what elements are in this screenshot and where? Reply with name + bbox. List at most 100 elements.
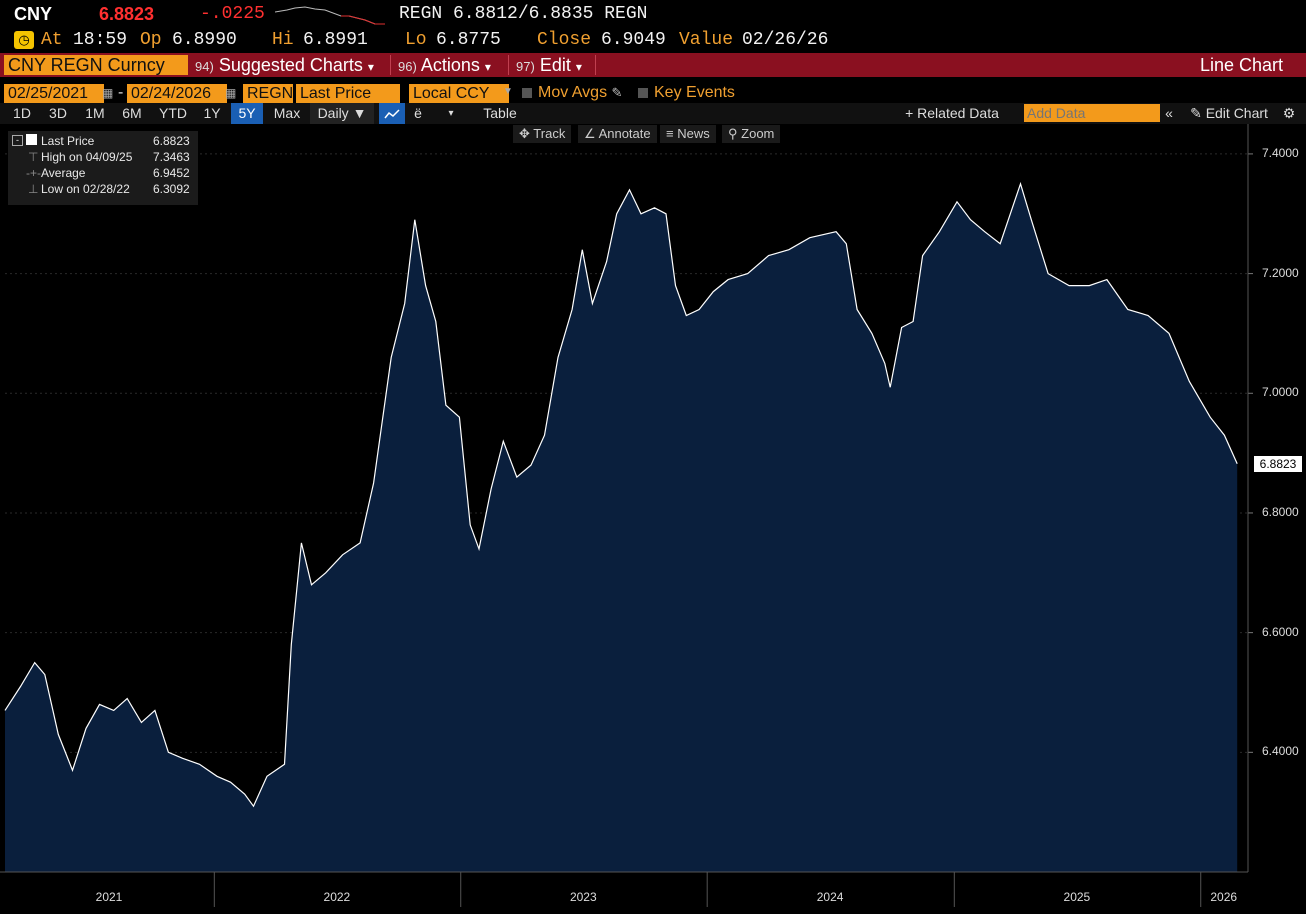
actions-menu[interactable]: 96) Actions ▾	[398, 53, 491, 77]
zoom-tool[interactable]: ⚲ Zoom	[722, 125, 781, 143]
price-area	[5, 183, 1238, 873]
calendar-icon[interactable]: ▦	[225, 86, 237, 100]
related-data-button[interactable]: + Related Data	[905, 105, 999, 121]
checkbox-icon	[638, 87, 648, 98]
x-tick-label: 2024	[816, 890, 844, 904]
x-tick-label: 2025	[1063, 890, 1091, 904]
range-1y-button[interactable]: 1Y	[203, 105, 221, 121]
y-tick-label: 6.4000	[1262, 744, 1299, 759]
suggested-charts-label: Suggested Charts	[218, 55, 363, 75]
pencil-icon: ✎	[1190, 105, 1202, 121]
range-max-button[interactable]: Max	[273, 105, 301, 121]
suggested-charts-menu[interactable]: 94) Suggested Charts ▾	[195, 53, 374, 77]
price-field-select[interactable]: Last Price	[296, 84, 400, 104]
track-tool[interactable]: ✥ Track	[513, 125, 572, 143]
track-label: Track	[533, 126, 566, 141]
end-date-field[interactable]: 02/24/2026	[127, 84, 227, 104]
source-field[interactable]: REGN	[243, 84, 293, 104]
sparkline	[275, 6, 385, 25]
range-6m-button[interactable]: 6M	[122, 105, 142, 121]
value-date: 02/26/26	[742, 30, 829, 50]
close-label: Close	[537, 30, 592, 50]
menu-divider	[390, 55, 391, 75]
range-3d-button[interactable]: 3D	[49, 105, 67, 121]
price-chart[interactable]	[0, 124, 1306, 914]
zoom-label: Zoom	[741, 126, 775, 141]
security-field[interactable]: CNY REGN Curncy	[4, 55, 188, 75]
chevron-down-icon[interactable]: ▾	[448, 108, 454, 119]
crosshair-icon: ✥	[519, 126, 530, 141]
last-price-tag: 6.8823	[1254, 455, 1302, 472]
y-tick-label: 7.2000	[1262, 265, 1299, 280]
range-1m-button[interactable]: 1M	[85, 105, 105, 121]
suggested-charts-number: 94)	[195, 59, 214, 74]
chevron-down-icon[interactable]: ▼	[503, 86, 513, 97]
collapse-icon[interactable]: «	[1165, 105, 1173, 121]
chevron-down-icon: ▾	[484, 60, 491, 74]
bid-ask-quote: REGN 6.8812/6.8835 REGN	[399, 4, 648, 24]
date-range-dash: -	[118, 84, 124, 101]
at-label: At	[41, 30, 63, 50]
legend-last-value: 6.8823	[153, 134, 190, 148]
series-color-swatch	[26, 134, 37, 145]
legend-average-label: Average	[41, 166, 86, 180]
x-tick-label: 2023	[569, 890, 597, 904]
menu-bar	[0, 53, 1306, 77]
range-1d-button[interactable]: 1D	[13, 105, 31, 121]
collapse-legend-icon[interactable]: -	[12, 135, 23, 146]
annotate-tool[interactable]: ∠ Annotate	[578, 125, 657, 143]
chevron-down-icon: ▾	[575, 60, 582, 74]
x-tick-label: 2022	[323, 890, 351, 904]
menu-divider	[595, 55, 596, 75]
bar-chart-icon[interactable]: ё	[414, 105, 422, 121]
actions-label: Actions	[420, 55, 480, 75]
low-value: 6.8775	[436, 30, 501, 50]
legend-average-value: 6.9452	[153, 166, 190, 180]
key-events-toggle[interactable]: Key Events	[638, 84, 735, 102]
high-marker-icon: ⊤	[28, 150, 39, 164]
last-price: 6.8823	[99, 4, 155, 24]
mov-avgs-toggle[interactable]: Mov Avgs ✎	[522, 84, 622, 102]
edit-menu[interactable]: 97) Edit ▾	[516, 53, 582, 77]
chevron-down-icon: ▾	[367, 60, 374, 74]
x-tick-label: 2026	[1210, 890, 1238, 904]
edit-chart-label: Edit Chart	[1205, 105, 1268, 121]
high-value: 6.8991	[303, 30, 368, 50]
range-5y-button[interactable]: 5Y	[231, 103, 263, 124]
add-data-input[interactable]	[1024, 104, 1160, 122]
mov-avgs-label: Mov Avgs	[538, 84, 608, 101]
x-tick-label: 2021	[95, 890, 123, 904]
edit-chart-button[interactable]: ✎ Edit Chart	[1183, 103, 1275, 124]
line-chart-icon[interactable]	[379, 103, 405, 124]
close-value: 6.9049	[601, 30, 666, 50]
year-separators	[213, 872, 1202, 907]
low-label: Lo	[405, 30, 427, 50]
pencil-icon[interactable]: ✎	[611, 85, 623, 100]
open-value: 6.8990	[172, 30, 237, 50]
chart-type-label[interactable]: Line Chart	[1200, 55, 1284, 75]
frequency-select[interactable]: Daily ▼	[310, 103, 374, 124]
legend-low-label: Low on 02/28/22	[41, 182, 130, 196]
y-tick-label: 7.0000	[1262, 385, 1299, 400]
chart-legend: - Last Price 6.8823 ⊤ High on 04/09/25 7…	[8, 131, 198, 205]
search-icon: ⚲	[728, 126, 738, 141]
legend-low-value: 6.3092	[153, 182, 190, 196]
currency-select[interactable]: Local CCY	[409, 84, 509, 104]
edit-number: 97)	[516, 59, 535, 74]
price-line	[4, 181, 1238, 808]
range-ytd-button[interactable]: YTD	[159, 105, 187, 121]
open-label: Op	[140, 30, 162, 50]
average-marker-icon: -+-	[26, 166, 41, 180]
quote-header: CNY 6.8823 -.0225 REGN 6.8812/6.8835 REG…	[0, 0, 1306, 52]
value-label: Value	[679, 30, 734, 50]
calendar-icon[interactable]: ▦	[102, 86, 114, 100]
news-tool[interactable]: ≡ News	[660, 125, 716, 143]
start-date-field[interactable]: 02/25/2021	[4, 84, 104, 104]
legend-high-value: 7.3463	[153, 150, 190, 164]
gear-icon[interactable]: ⚙	[1282, 105, 1296, 121]
ticker: CNY	[14, 4, 53, 24]
news-icon: ≡	[666, 126, 674, 141]
table-button[interactable]: Table	[483, 105, 517, 121]
price-change: -.0225	[200, 4, 265, 24]
menu-divider	[508, 55, 509, 75]
